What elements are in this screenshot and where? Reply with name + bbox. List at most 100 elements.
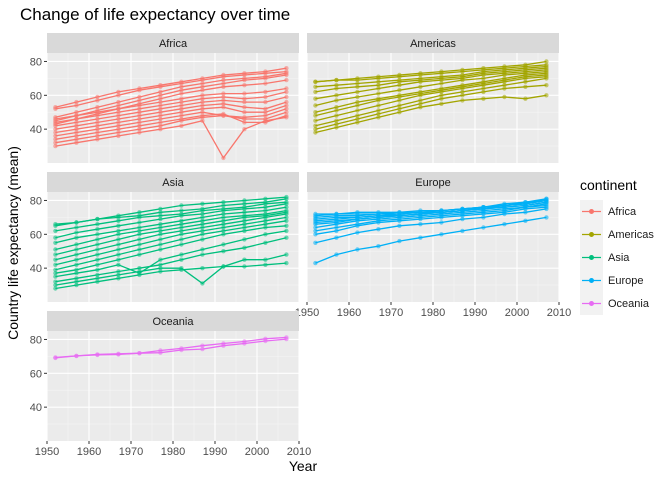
data-point-africa <box>137 120 142 125</box>
data-point-europe <box>481 225 486 230</box>
data-point-africa <box>284 77 289 83</box>
data-point-africa <box>242 120 247 125</box>
data-point-africa <box>74 103 79 108</box>
data-point-africa <box>179 88 184 93</box>
facet-strip-label: Asia <box>162 177 184 189</box>
data-point-americas <box>481 96 486 101</box>
series-line-americas <box>315 65 547 88</box>
data-point-africa <box>137 123 142 128</box>
data-point-asia <box>221 203 226 208</box>
series-line-africa <box>55 104 287 134</box>
data-point-europe <box>355 222 360 227</box>
data-point-asia <box>284 208 289 213</box>
legend-item-africa: Africa <box>580 200 637 223</box>
series-line-americas <box>315 77 547 127</box>
series-line-asia <box>55 225 287 274</box>
data-point-americas <box>355 103 360 108</box>
data-point-asia <box>95 242 100 247</box>
data-point-asia <box>158 237 163 242</box>
data-point-asia <box>158 213 163 218</box>
data-point-asia <box>242 222 247 227</box>
data-point-africa <box>116 113 121 118</box>
data-point-asia <box>284 223 289 228</box>
data-point-americas <box>397 98 402 103</box>
data-point-africa <box>200 103 205 108</box>
facet-strip-label: Oceania <box>153 316 195 328</box>
data-point-europe <box>334 228 339 234</box>
data-point-africa <box>284 89 289 95</box>
data-point-africa <box>137 86 142 91</box>
x-tick-label: 1980 <box>161 446 185 458</box>
data-point-asia <box>221 225 226 230</box>
data-point-africa <box>284 66 289 71</box>
data-point-asia <box>53 240 58 245</box>
data-point-americas <box>313 110 318 115</box>
data-point-americas <box>376 111 381 117</box>
data-point-africa <box>53 127 58 132</box>
data-point-americas <box>334 125 339 130</box>
data-point-asia <box>53 267 58 272</box>
x-tick-label: 2000 <box>505 307 529 319</box>
data-point-africa <box>158 110 163 115</box>
data-point-europe <box>313 228 318 234</box>
data-point-asia <box>74 279 79 284</box>
data-point-americas <box>334 118 339 123</box>
data-point-americas <box>418 71 423 76</box>
data-point-asia <box>200 211 205 217</box>
data-point-africa <box>95 133 100 139</box>
data-point-americas <box>355 113 360 118</box>
data-point-americas <box>439 101 444 107</box>
data-point-asia <box>221 242 226 247</box>
data-point-africa <box>263 81 268 86</box>
data-point-europe <box>481 215 486 220</box>
data-point-americas <box>544 83 549 88</box>
series-line-asia <box>55 216 287 266</box>
facet-africa: Africa 40 60 80 <box>30 33 300 163</box>
data-point-asia <box>200 252 205 257</box>
data-point-asia <box>116 218 121 223</box>
legend-key-point <box>589 209 594 214</box>
data-point-americas <box>334 98 339 103</box>
series-line-europe <box>315 203 547 229</box>
data-point-africa <box>263 113 268 118</box>
facet-strip <box>47 311 299 331</box>
data-point-africa <box>179 103 184 108</box>
data-point-asia <box>263 232 268 237</box>
data-point-africa <box>116 127 121 132</box>
data-point-africa <box>263 106 268 112</box>
data-point-asia <box>116 257 121 262</box>
data-point-oceania <box>158 350 163 355</box>
data-point-europe <box>376 210 381 215</box>
x-tick-label: 2000 <box>245 446 269 458</box>
data-point-africa <box>137 110 142 115</box>
data-point-africa <box>95 116 100 122</box>
legend-label: Africa <box>608 206 637 218</box>
data-point-asia <box>53 257 58 262</box>
data-point-asia <box>200 237 205 242</box>
data-point-africa <box>137 127 142 132</box>
y-tick-label: 40 <box>30 402 42 414</box>
data-point-asia <box>53 271 58 276</box>
data-point-africa <box>179 84 184 90</box>
data-point-asia <box>179 218 184 223</box>
data-point-americas <box>334 86 339 91</box>
facet-strip <box>47 172 299 192</box>
x-tick-label: 2010 <box>547 307 571 319</box>
y-tick-label: 40 <box>30 124 42 136</box>
data-point-americas <box>376 108 381 113</box>
data-point-africa <box>95 94 100 100</box>
x-tick-label: 1970 <box>119 446 143 458</box>
data-point-asia <box>200 218 205 223</box>
data-point-americas <box>376 79 381 85</box>
data-point-africa <box>116 99 121 105</box>
series-line-americas <box>315 84 547 130</box>
data-point-americas <box>481 89 486 95</box>
data-point-europe <box>313 211 318 217</box>
data-point-asia <box>179 211 184 217</box>
data-point-americas <box>313 89 318 95</box>
data-point-africa <box>200 99 205 105</box>
data-point-oceania <box>263 338 268 344</box>
series-line-africa <box>55 72 287 118</box>
data-point-asia <box>53 286 58 291</box>
